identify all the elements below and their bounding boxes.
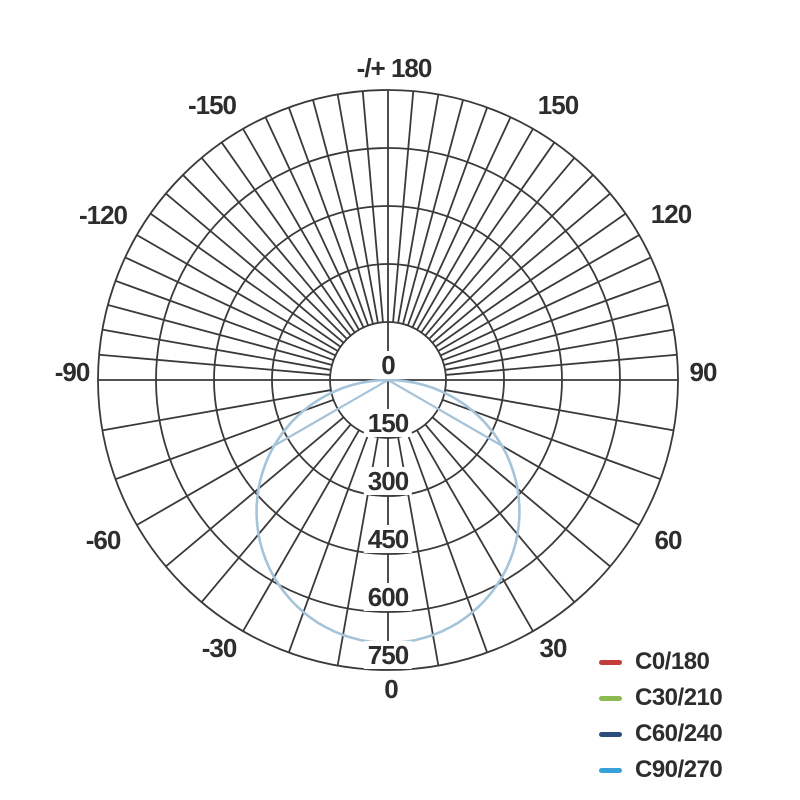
grid-radial-line xyxy=(424,157,576,337)
angle-label-0: 0 xyxy=(384,674,399,704)
intensity-curve-chord-right xyxy=(387,379,503,447)
angle-label--90: -90 xyxy=(54,357,91,387)
grid-radial-line xyxy=(444,389,674,432)
grid-radial-line xyxy=(287,434,370,653)
grid-radial-line xyxy=(361,91,384,323)
angle-label-60: 60 xyxy=(654,525,683,555)
grid-radial-line xyxy=(124,256,336,357)
grid-radial-line xyxy=(220,141,356,334)
grid-radial-line xyxy=(420,141,556,334)
legend-label-c30-210: C30/210 xyxy=(635,684,723,711)
legend-label-c60-240: C60/240 xyxy=(635,720,723,747)
grid-radial-line xyxy=(431,416,611,568)
grid-radial-line xyxy=(200,157,352,337)
grid-radial-line xyxy=(200,423,352,603)
grid-radial-line xyxy=(242,429,360,632)
angle-label-30: 30 xyxy=(539,633,568,663)
legend: C0/180 C30/210 C60/240 C90/270 xyxy=(599,644,723,788)
grid-radial-line xyxy=(424,423,576,603)
radial-tick-450: 450 xyxy=(363,525,413,553)
intensity-curve-chord-left xyxy=(273,379,389,447)
grid-radial-line xyxy=(445,353,677,376)
grid-radial-line xyxy=(107,304,333,366)
grid-radial-line xyxy=(397,94,440,324)
grid-radial-line xyxy=(442,279,661,362)
grid-radial-line xyxy=(416,128,534,331)
legend-swatch-c90-270 xyxy=(599,767,622,773)
angle-label-150: 150 xyxy=(537,90,579,120)
angle-label-120: 120 xyxy=(650,199,692,229)
grid-radial-line xyxy=(312,99,374,325)
grid-radial-line xyxy=(428,174,594,340)
grid-radial-line xyxy=(406,107,489,326)
grid-radial-line xyxy=(115,279,334,362)
grid-radial-line xyxy=(402,99,464,325)
grid-radial-line xyxy=(264,116,365,328)
legend-label-c0-180: C0/180 xyxy=(635,648,710,675)
grid-radial-line xyxy=(443,304,669,366)
radial-tick-0: 0 xyxy=(377,351,399,379)
legend-label-c90-270: C90/270 xyxy=(635,756,723,783)
radial-tick-300: 300 xyxy=(363,467,413,495)
grid-radial-line xyxy=(102,328,332,371)
grid-radial-line xyxy=(182,174,348,340)
angle-label--180: -/+ 180 xyxy=(356,53,433,83)
grid-radial-line xyxy=(136,234,339,352)
grid-radial-line xyxy=(102,389,332,432)
legend-swatch-c60-240 xyxy=(599,731,622,737)
grid-radial-line xyxy=(437,234,640,352)
grid-radial-line xyxy=(99,353,331,376)
radial-tick-750: 750 xyxy=(363,641,413,669)
grid-radial-line xyxy=(287,107,370,326)
grid-radial-line xyxy=(115,398,334,481)
grid-radial-line xyxy=(442,398,661,481)
grid-radial-line xyxy=(434,212,627,348)
radial-tick-150: 150 xyxy=(363,409,413,437)
grid-radial-line xyxy=(431,192,611,344)
angle-label--60: -60 xyxy=(85,525,122,555)
angle-label--150: -150 xyxy=(187,90,237,120)
grid-radial-line xyxy=(411,116,512,328)
grid-radial-line xyxy=(165,192,345,344)
angle-label-90: 90 xyxy=(689,357,718,387)
grid-radial-line xyxy=(336,94,379,324)
grid-radial-line xyxy=(440,256,652,357)
legend-item-c0-180: C0/180 xyxy=(599,644,722,680)
legend-item-c30-210: C30/210 xyxy=(599,680,723,716)
legend-item-c90-270: C90/270 xyxy=(599,752,723,788)
grid-radial-line xyxy=(242,128,360,331)
grid-radial-line xyxy=(392,91,415,323)
radial-tick-600: 600 xyxy=(363,583,413,611)
grid-radial-line xyxy=(444,328,674,371)
angle-label--120: -120 xyxy=(78,200,128,230)
legend-swatch-c0-180 xyxy=(599,659,622,665)
angle-label--30: -30 xyxy=(201,633,238,663)
grid-radial-line xyxy=(406,434,489,653)
grid-radial-line xyxy=(165,416,345,568)
grid-radial-line xyxy=(416,429,534,632)
legend-swatch-c30-210 xyxy=(599,695,622,701)
legend-item-c60-240: C60/240 xyxy=(599,716,723,752)
grid-radial-line xyxy=(149,212,342,348)
